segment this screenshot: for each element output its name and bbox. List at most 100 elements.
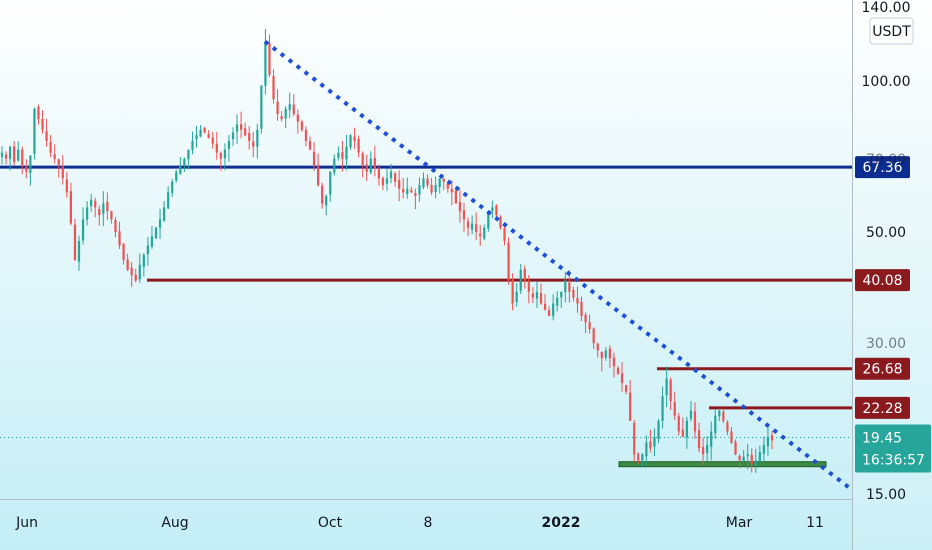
candle-body [450, 189, 453, 193]
candle-body [0, 152, 4, 158]
candle-body [280, 116, 283, 120]
candle-body [701, 447, 705, 455]
candle-body [568, 282, 571, 292]
candle-body [430, 185, 433, 193]
price-tick-100.00: 100.00 [862, 74, 911, 90]
candle-body [231, 132, 235, 140]
candle-body [49, 142, 52, 153]
candle-body [385, 178, 389, 184]
candle-body [758, 451, 761, 462]
candle-body [470, 223, 474, 230]
candle-body [543, 303, 547, 310]
candles [0, 28, 774, 473]
candle-body [304, 129, 308, 141]
candle-body [17, 149, 20, 161]
candle-body [102, 203, 105, 214]
candle-body [393, 173, 397, 182]
candle-body [754, 460, 757, 466]
candle-body [162, 207, 166, 221]
candle-body [333, 158, 336, 173]
candle-body [734, 441, 737, 455]
candle-body [422, 178, 425, 188]
trendline [263, 39, 852, 490]
candle-body [588, 322, 591, 330]
time-tick-Aug: Aug [161, 515, 188, 531]
support-zone [619, 461, 826, 467]
candle-body [689, 410, 693, 419]
candle-body [641, 454, 644, 461]
candle-body [191, 140, 194, 150]
level-badge-40.08 [855, 269, 910, 292]
candle-body [418, 185, 421, 195]
candle-body [673, 401, 676, 416]
candle-body [61, 166, 64, 179]
candle-body [580, 301, 583, 316]
candle-body [742, 456, 745, 462]
level-badge-67.36 [855, 156, 910, 179]
support-zone-border [618, 461, 827, 468]
candle-body [491, 207, 494, 212]
candle-body [126, 259, 129, 270]
candle-body [616, 367, 620, 375]
candle-body [268, 43, 271, 75]
level-label-22.28: 22.28 [862, 401, 902, 417]
candle-body [179, 165, 182, 174]
candle-body [45, 131, 48, 141]
candle-body [442, 178, 445, 182]
candle-body [300, 121, 304, 130]
candle-body [239, 124, 243, 130]
level-badge-26.68 [855, 357, 910, 380]
time-tick-2022: 2022 [542, 515, 581, 531]
candle-body [272, 76, 275, 100]
price-tick-30.00: 30.00 [866, 336, 906, 352]
candle-body [81, 219, 85, 241]
candle-body [248, 133, 251, 141]
candle-body [523, 268, 526, 281]
candle-body [341, 152, 344, 159]
candle-body [219, 153, 222, 159]
candle-body [629, 392, 632, 421]
candle-body [349, 135, 352, 148]
currency-label: USDT [872, 24, 911, 40]
horizontal-levels [0, 165, 852, 468]
candle-body [90, 199, 93, 206]
candle-body [527, 280, 530, 292]
candle-body [130, 267, 133, 276]
candle-body [762, 444, 766, 454]
time-tick-Mar: Mar [726, 515, 753, 531]
candle-body [645, 442, 648, 457]
candle-body [487, 211, 490, 229]
candle-body [402, 188, 405, 193]
candle-body [175, 171, 178, 181]
candle-body [665, 378, 668, 396]
candle-body [507, 242, 510, 281]
candle-body [714, 415, 717, 434]
candle-body [515, 291, 518, 302]
candle-body [706, 444, 709, 454]
candle-body [414, 193, 417, 197]
candle-body [406, 188, 409, 195]
candle-body [718, 410, 721, 417]
price-tick-15.00: 15.00 [866, 487, 906, 503]
candle-body [94, 200, 97, 208]
candle-body [564, 280, 567, 293]
candle-body [499, 217, 502, 228]
candle-body [288, 104, 291, 110]
candle-body [256, 129, 259, 147]
candle-body [65, 179, 68, 193]
candle-body [325, 196, 328, 206]
candle-body [110, 211, 113, 220]
candle-body [766, 436, 770, 447]
candle-body [235, 124, 239, 132]
candle-body [207, 133, 210, 139]
candle-body [722, 411, 725, 421]
candle-body [227, 140, 231, 149]
last-price-countdown: 16:36:57 [862, 452, 925, 468]
candle-body [199, 129, 202, 137]
candle-body [69, 191, 73, 224]
candle-body [446, 183, 449, 189]
candle-body [312, 151, 316, 166]
